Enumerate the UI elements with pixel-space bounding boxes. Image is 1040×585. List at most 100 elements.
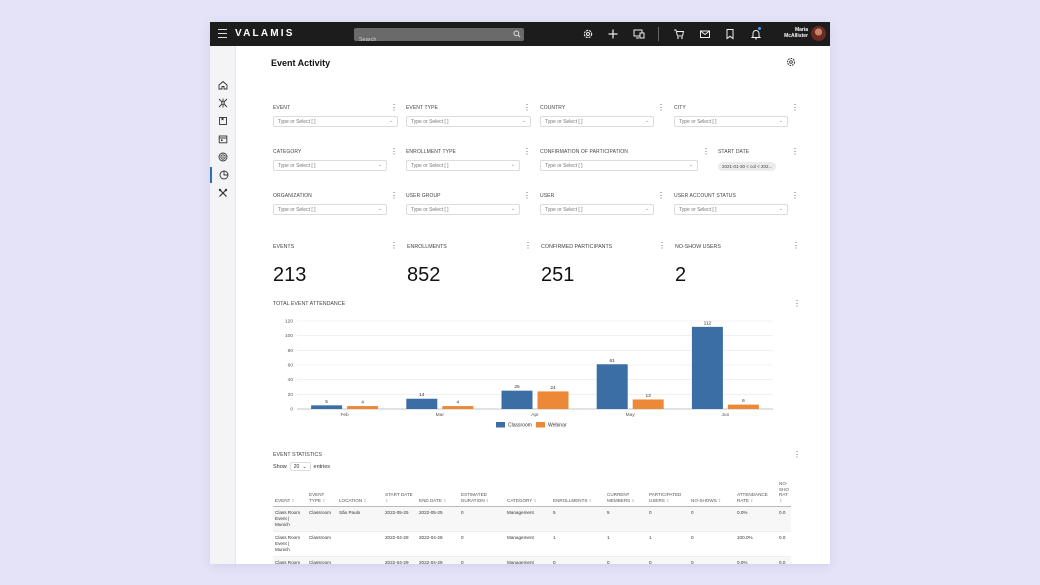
sort-icon[interactable]: ⇕	[290, 497, 295, 503]
filter-select[interactable]: Type or Select [ ] ⌄	[540, 160, 698, 171]
sort-icon[interactable]: ⇕	[532, 497, 537, 503]
column-header[interactable]: ESTIMATED DURATION ⇕	[459, 480, 505, 508]
sidebar-item-network[interactable]	[210, 95, 236, 111]
column-header[interactable]: PARTICIPATED USERS ⇕	[647, 480, 689, 508]
column-header[interactable]: START DATE ⇕	[383, 480, 417, 508]
column-header[interactable]: ATTENDANCE RATE ⇕	[735, 480, 777, 508]
sort-icon[interactable]: ⇕	[630, 497, 635, 503]
dashboard-settings-gear-icon[interactable]	[786, 57, 796, 67]
data-label: 14	[419, 392, 425, 398]
entries-select[interactable]: 20 ⌄	[289, 462, 311, 471]
sort-icon[interactable]: ⇕	[664, 497, 670, 503]
sidebar-item-goals[interactable]	[210, 149, 236, 165]
column-header[interactable]: CATEGORY ⇕	[505, 480, 551, 508]
column-header-label: END DATE	[419, 497, 442, 503]
column-header[interactable]: CURRENT MEMBERS ⇕	[605, 480, 647, 508]
notification-badge	[758, 27, 761, 30]
more-vertical-icon[interactable]: ⋮	[390, 103, 398, 112]
mail-icon[interactable]	[699, 28, 711, 40]
filter-select[interactable]: Type or Select [ ] ⌄	[273, 160, 387, 171]
filter-select[interactable]: Type or Select [ ] ⌄	[540, 116, 654, 127]
more-vertical-icon[interactable]: ⋮	[791, 191, 799, 200]
column-header[interactable]: NO-SHOWS ⇕	[689, 480, 735, 508]
sort-icon[interactable]: ⇕	[484, 497, 490, 503]
sort-icon[interactable]: ⇕	[321, 497, 326, 503]
more-vertical-icon[interactable]: ⋮	[792, 241, 800, 250]
more-vertical-icon[interactable]: ⋮	[523, 147, 531, 156]
table-cell: 0	[459, 531, 505, 558]
devices-icon[interactable]	[633, 28, 645, 40]
filter-enrollment-type: ENROLLMENT TYPE ⋮ Type or Select [ ] ⌄	[406, 147, 531, 171]
column-header[interactable]: ENROLLMENTS ⇕	[551, 480, 605, 508]
sort-icon[interactable]: ⇕	[587, 497, 592, 503]
sidebar-item-learning[interactable]	[210, 113, 236, 129]
table-cell: 1	[647, 531, 689, 558]
filter-select[interactable]: Type or Select [ ] ⌄	[540, 204, 654, 215]
network-icon	[218, 98, 228, 108]
table-cell: 2022-04-29	[383, 556, 417, 564]
more-vertical-icon[interactable]: ⋮	[793, 299, 801, 308]
sort-icon[interactable]: ⇕	[362, 497, 367, 503]
filter-label: ORGANIZATION	[273, 193, 312, 199]
more-vertical-icon[interactable]: ⋮	[658, 241, 666, 250]
column-header[interactable]: END DATE ⇕	[417, 480, 459, 508]
table-cell: 0	[459, 556, 505, 564]
table-row[interactable]: Class Room Event | Munich Classroom São Pa…	[273, 506, 791, 533]
kpi-value: 2	[675, 264, 687, 286]
column-header[interactable]: EVENT ⇕	[273, 480, 307, 508]
more-vertical-icon[interactable]: ⋮	[657, 191, 665, 200]
tools-icon	[218, 188, 228, 197]
notifications-bell-icon[interactable]	[750, 28, 762, 40]
sort-icon[interactable]: ⇕	[779, 497, 783, 503]
column-header[interactable]: LOCATION ⇕	[337, 480, 383, 508]
sidebar-item-tools[interactable]	[210, 185, 236, 201]
chart-section-label: TOTAL EVENT ATTENDANCE	[273, 301, 346, 307]
filter-select[interactable]: Type or Select [ ] ⌄	[273, 204, 387, 215]
add-plus-icon[interactable]	[607, 28, 619, 40]
brand-logo[interactable]: VALAMIS	[235, 28, 295, 39]
settings-gear-icon[interactable]	[582, 28, 594, 40]
chevron-down-icon: ⌄	[510, 162, 515, 168]
more-vertical-icon[interactable]: ⋮	[791, 103, 799, 112]
filter-select[interactable]: Type or Select [ ] ⌄	[674, 116, 788, 127]
more-vertical-icon[interactable]: ⋮	[523, 103, 531, 112]
search-input[interactable]	[354, 33, 504, 47]
column-header[interactable]: NO-SHO RAT ⇕	[777, 480, 791, 508]
more-vertical-icon[interactable]: ⋮	[390, 191, 398, 200]
user-name[interactable]: Maria McAllister	[772, 27, 808, 39]
more-vertical-icon[interactable]: ⋮	[793, 450, 801, 459]
cart-icon[interactable]	[673, 28, 685, 40]
filter-placeholder: Type or Select [ ]	[545, 207, 583, 213]
data-label: 4	[361, 400, 364, 406]
bookmark-icon[interactable]	[724, 28, 736, 40]
user-last-name: McAllister	[784, 32, 808, 39]
more-vertical-icon[interactable]: ⋮	[791, 147, 799, 156]
more-vertical-icon[interactable]: ⋮	[523, 191, 531, 200]
search-box[interactable]	[354, 28, 524, 47]
sidebar-item-home[interactable]	[210, 77, 236, 93]
sidebar-item-reports[interactable]	[210, 167, 236, 183]
more-vertical-icon[interactable]: ⋮	[657, 103, 665, 112]
column-header[interactable]: EVENT TYPE ⇕	[307, 480, 337, 508]
more-vertical-icon[interactable]: ⋮	[702, 147, 710, 156]
sidebar-item-calendar[interactable]	[210, 131, 236, 147]
search-icon[interactable]	[513, 30, 521, 38]
filter-select[interactable]: Type or Select [ ] ⌄	[406, 204, 520, 215]
sort-icon[interactable]: ⇕	[716, 497, 722, 503]
date-range-chip[interactable]: 2021-01-30 < col < 202...	[718, 162, 777, 171]
filter-select[interactable]: Type or Select [ ] ⌄	[406, 116, 531, 127]
filter-select[interactable]: Type or Select [ ] ⌄	[406, 160, 520, 171]
more-vertical-icon[interactable]: ⋮	[390, 241, 398, 250]
hamburger-menu-icon[interactable]	[218, 29, 227, 38]
kpi-enrollments: ENROLLMENTS ⋮ 852	[407, 241, 532, 287]
sort-icon[interactable]: ⇕	[441, 497, 447, 503]
sort-icon[interactable]: ⇕	[385, 497, 389, 503]
sort-icon[interactable]: ⇕	[748, 497, 754, 503]
avatar[interactable]	[811, 26, 826, 41]
filter-select[interactable]: Type or Select [ ] ⌄	[674, 204, 788, 215]
filter-select[interactable]: Type or Select [ ] ⌄	[273, 116, 398, 127]
more-vertical-icon[interactable]: ⋮	[524, 241, 532, 250]
more-vertical-icon[interactable]: ⋮	[390, 147, 398, 156]
